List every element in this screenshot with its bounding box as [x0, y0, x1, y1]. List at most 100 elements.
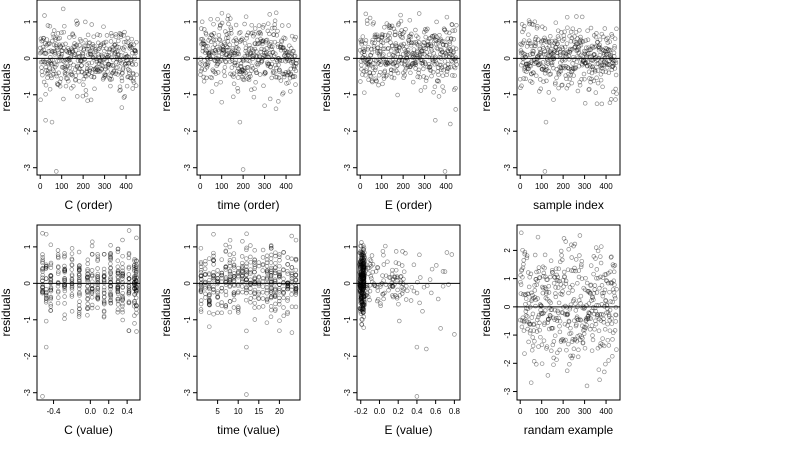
data-point — [529, 290, 534, 296]
data-point — [227, 237, 233, 243]
data-point — [206, 310, 212, 315]
data-point — [69, 273, 75, 279]
data-point — [88, 97, 94, 103]
data-point — [362, 258, 367, 263]
data-point — [546, 39, 552, 44]
data-point — [583, 318, 588, 324]
data-point — [120, 272, 125, 278]
data-point — [566, 318, 572, 324]
data-point — [198, 287, 204, 293]
data-point — [108, 294, 114, 300]
data-point — [400, 249, 405, 254]
plot-frame — [196, 224, 301, 401]
data-point — [560, 310, 566, 315]
data-point — [289, 330, 295, 335]
data-point — [563, 73, 568, 78]
data-point — [91, 67, 96, 72]
data-point — [279, 38, 284, 43]
data-point — [277, 252, 282, 257]
data-point — [359, 283, 365, 289]
data-point — [85, 274, 90, 280]
data-point — [115, 268, 121, 274]
data-point — [419, 49, 424, 54]
data-point — [586, 87, 591, 92]
data-point — [132, 285, 137, 290]
data-point — [359, 269, 364, 275]
data-point — [379, 32, 384, 37]
data-point — [450, 73, 455, 78]
data-point — [407, 64, 412, 70]
data-point — [108, 292, 114, 298]
data-point — [48, 302, 53, 307]
data-point — [579, 262, 584, 267]
data-point — [541, 67, 547, 73]
data-point — [562, 321, 568, 327]
data-point — [605, 48, 611, 53]
data-point — [367, 288, 373, 294]
data-point — [54, 73, 59, 79]
data-point — [95, 296, 100, 301]
data-point — [570, 337, 576, 342]
data-point — [358, 296, 364, 301]
data-point — [361, 309, 366, 315]
data-point — [391, 52, 396, 58]
data-point — [358, 293, 363, 299]
data-point — [113, 32, 119, 37]
data-point — [264, 281, 270, 287]
data-point — [56, 51, 62, 56]
data-point — [52, 61, 57, 67]
data-point — [115, 249, 121, 255]
data-point — [519, 318, 525, 323]
data-point — [293, 285, 299, 291]
data-point — [389, 48, 394, 54]
data-point — [48, 276, 53, 281]
data-point — [406, 62, 411, 68]
x-tick-label: 0 — [198, 182, 203, 191]
data-point — [601, 50, 606, 56]
data-point — [250, 47, 255, 52]
data-point — [248, 290, 253, 295]
data-point — [133, 48, 138, 54]
data-point — [199, 19, 205, 25]
data-point — [279, 45, 284, 50]
data-point — [252, 275, 257, 280]
data-point — [358, 272, 364, 278]
data-point — [368, 52, 373, 58]
data-point — [528, 328, 533, 333]
data-point — [368, 274, 374, 279]
data-point — [596, 316, 602, 322]
data-point — [207, 292, 212, 298]
data-point — [409, 31, 414, 37]
data-point — [208, 74, 213, 80]
data-point — [361, 281, 367, 287]
data-point — [207, 324, 212, 329]
data-point — [381, 56, 386, 62]
y-tick-label: -1 — [343, 91, 352, 99]
data-point — [95, 252, 100, 257]
data-point — [95, 297, 101, 302]
data-point — [45, 68, 51, 74]
data-point — [359, 284, 364, 289]
data-point — [359, 240, 364, 245]
data-point — [132, 292, 137, 297]
data-point — [611, 50, 617, 56]
data-point — [233, 36, 238, 41]
data-point — [207, 53, 212, 59]
y-tick-label: -1 — [503, 331, 512, 339]
data-point — [84, 74, 89, 79]
data-point — [52, 48, 58, 54]
data-point — [232, 50, 238, 56]
data-point — [542, 26, 548, 31]
data-point — [217, 25, 222, 31]
data-point — [610, 354, 615, 359]
data-point — [359, 300, 365, 305]
data-point — [127, 43, 133, 49]
data-point — [528, 321, 533, 327]
data-point — [206, 301, 212, 307]
data-point — [405, 64, 411, 69]
data-point — [597, 44, 602, 50]
data-point — [235, 75, 241, 80]
data-point — [404, 283, 409, 289]
data-point — [386, 33, 391, 38]
data-point — [361, 294, 366, 300]
